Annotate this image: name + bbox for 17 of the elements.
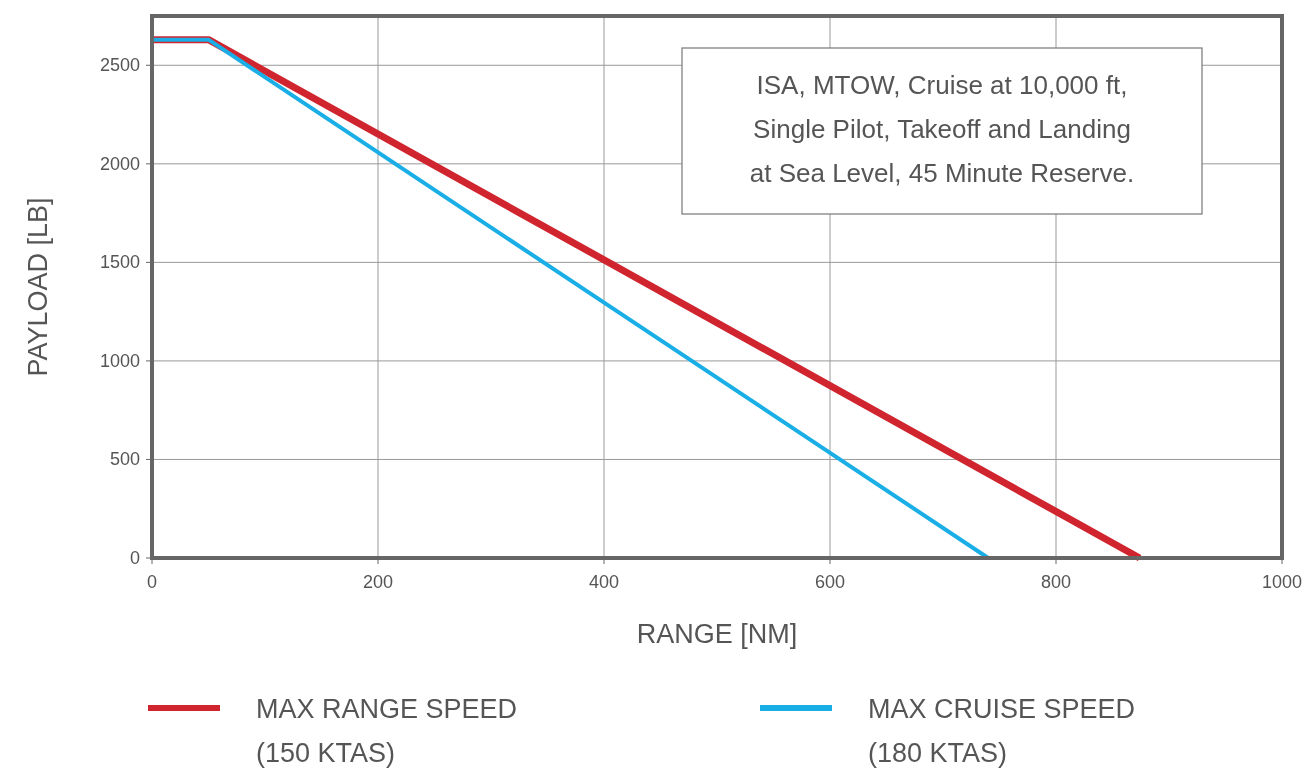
y-tick-label: 2500 — [99, 55, 140, 76]
y-tick-label: 2000 — [99, 153, 140, 174]
y-tick-label: 1500 — [99, 252, 140, 273]
annotation: ISA, MTOW, Cruise at 10,000 ft, Single Pilot, Takeoff and Landing at Sea Level, 45 Minute Reserve. — [749, 70, 1135, 188]
legend-label: MAX RANGE SPEED (150 KTAS) — [256, 694, 518, 768]
legend-label: MAX CRUISE SPEED (180 KTAS) — [868, 694, 1136, 768]
x-tick-label: 1000 — [1261, 572, 1303, 592]
x-tick-label: 600 — [814, 572, 846, 592]
x-tick-label: 800 — [1040, 572, 1072, 592]
y-axis-title: PAYLOAD [LB] — [23, 197, 53, 377]
x-axis-title: RANGE [NM] — [636, 619, 798, 649]
x-tick-label: 0 — [146, 572, 158, 592]
y-tick-label: 0 — [129, 548, 140, 568]
y-tick-label: 1000 — [99, 350, 140, 371]
x-tick-label: 400 — [588, 572, 620, 592]
y-tick-label: 500 — [109, 449, 140, 470]
x-tick-label: 200 — [362, 572, 394, 592]
